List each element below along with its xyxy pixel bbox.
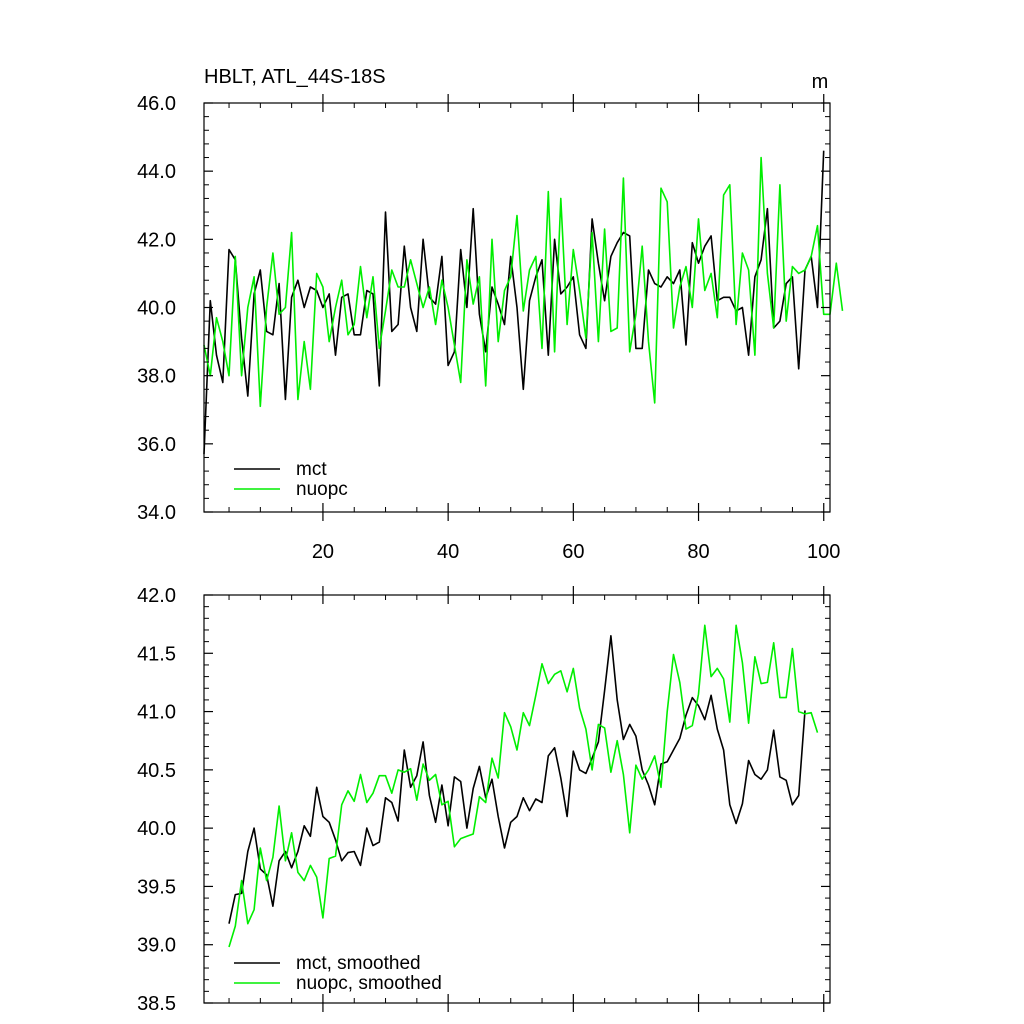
x-tick-label: 20 [312, 541, 334, 563]
legend-label: mct [296, 459, 327, 480]
y-tick-label: 38.0 [137, 366, 176, 388]
y-tick-label: 42.0 [137, 585, 176, 607]
top-panel: 34.0 36.0 38.0 40.0 42.0 44.0 46.0 20 40 60 80 100 H… [137, 66, 844, 563]
y-tick-label: 34.0 [137, 502, 176, 524]
y-tick-label: 41.5 [137, 643, 176, 665]
chart-title: HBLT, ATL_44S-18S [204, 66, 386, 88]
y-tick-label: 42.0 [137, 229, 176, 251]
units-label: m [812, 71, 829, 93]
legend-label: nuopc, smoothed [296, 973, 442, 994]
y-tick-label: 41.0 [137, 702, 176, 724]
x-tick-label: 100 [807, 541, 840, 563]
x-tick-label: 80 [687, 541, 709, 563]
y-tick-label: 39.5 [137, 876, 176, 898]
series-line-nuopc-smoothed [228, 624, 819, 948]
y-tick-label: 40.0 [137, 818, 176, 840]
y-tick-label: 39.0 [137, 935, 176, 957]
y-tick-label: 40.0 [137, 298, 176, 320]
legend-label: mct, smoothed [296, 953, 421, 974]
x-tick-label: 40 [437, 541, 459, 563]
y-tick-label: 44.0 [137, 161, 176, 183]
x-tick-label: 60 [562, 541, 584, 563]
series-line-mct [203, 150, 825, 455]
y-tick-label: 40.5 [137, 760, 176, 782]
y-tick-label: 36.0 [137, 434, 176, 456]
bottom-panel: 38.5 39.0 39.5 40.0 40.5 41.0 41.5 42.0 mct, smo… [137, 585, 831, 1015]
y-tick-label: 38.5 [137, 993, 176, 1015]
series-line-mct-smoothed [228, 634, 806, 924]
series-line-nuopc [203, 156, 844, 408]
legend-label: nuopc [296, 479, 348, 500]
plot-frame [203, 594, 831, 1004]
y-tick-label: 46.0 [137, 93, 176, 115]
